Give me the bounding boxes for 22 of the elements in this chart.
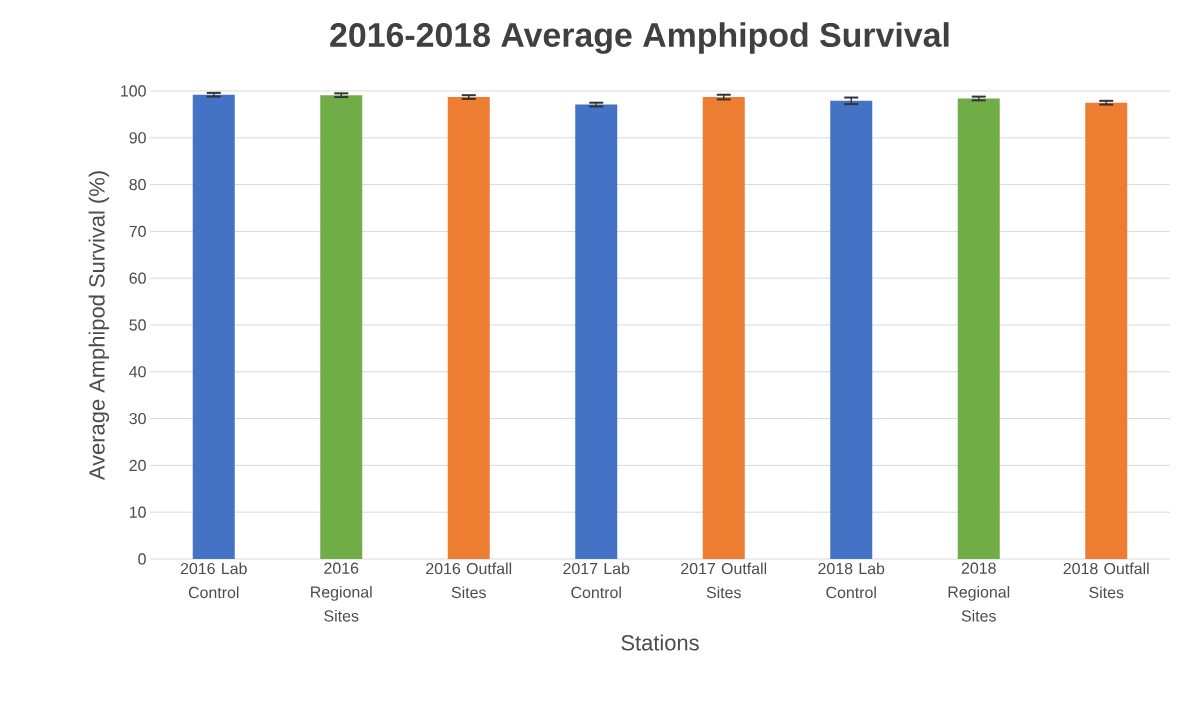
y-tick-label: 40 — [129, 366, 146, 378]
y-tick-label: 0 — [138, 553, 146, 565]
x-axis-title: Stations — [621, 634, 699, 651]
y-tick-label: 70 — [129, 225, 146, 238]
x-tick-label: 2017 Outfall Sites — [681, 562, 767, 599]
y-tick-label: 30 — [129, 412, 146, 425]
x-tick-label: 2016 Regional Sites — [311, 562, 372, 622]
y-tick-label: 50 — [129, 319, 146, 331]
y-tick-label: 100 — [121, 85, 146, 97]
y-tick-label: 80 — [129, 178, 146, 191]
chart-title: 2016-2018 Average Amphipod Survival — [330, 22, 949, 54]
x-tick-label: 2018 Outfall Sites — [1063, 562, 1149, 599]
x-tick-label: 2016 Outfall Sites — [426, 562, 512, 599]
x-tick-label: 2018 Lab Control — [818, 562, 885, 599]
y-axis-title: Average Amphipod Survival (%) — [88, 171, 110, 481]
x-tick-label: 2018 Regional Sites — [948, 562, 1010, 622]
y-tick-label: 90 — [129, 132, 146, 144]
y-tick-label: 60 — [129, 272, 146, 284]
y-tick-label: 10 — [129, 506, 146, 518]
y-tick-label: 20 — [129, 459, 146, 472]
x-tick-label: 2017 Lab Control — [563, 562, 630, 599]
x-tick-label: 2016 Lab Control — [180, 562, 247, 599]
